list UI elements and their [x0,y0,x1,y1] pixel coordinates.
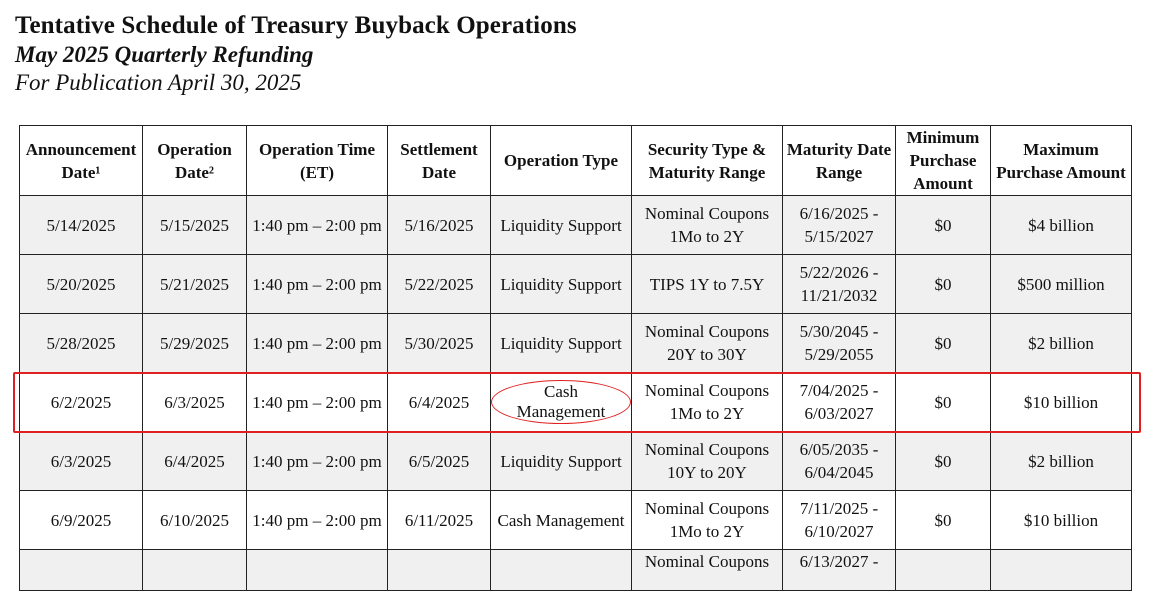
table-cell: 6/4/2025 [387,372,491,432]
table-cell: 7/04/2025 - 6/03/2027 [782,372,896,432]
table-row: 6/3/2025 6/4/2025 1:40 pm – 2:00 pm 6/5/… [19,431,1132,491]
table-cell: $2 billion [990,431,1132,491]
table-row-highlighted: 6/2/2025 6/3/2025 1:40 pm – 2:00 pm 6/4/… [19,372,1132,432]
table-cell [490,549,632,591]
table-row: 5/28/2025 5/29/2025 1:40 pm – 2:00 pm 5/… [19,313,1132,373]
header-operation-time: Operation Time (ET) [246,125,388,196]
table-row: 5/14/2025 5/15/2025 1:40 pm – 2:00 pm 5/… [19,195,1132,255]
table-cell [142,549,247,591]
table-cell: 6/16/2025 - 5/15/2027 [782,195,896,255]
table-cell: Nominal Coupons [631,549,783,591]
table-cell: Liquidity Support [490,195,632,255]
table-cell: 5/16/2025 [387,195,491,255]
table-cell: 6/3/2025 [19,431,143,491]
table-cell: 5/21/2025 [142,254,247,314]
table-cell: Cash Management [490,372,632,432]
table-cell: $0 [895,431,991,491]
table-cell [895,549,991,591]
table-cell: 5/22/2026 - 11/21/2032 [782,254,896,314]
table-row: 5/20/2025 5/21/2025 1:40 pm – 2:00 pm 5/… [19,254,1132,314]
table-cell: TIPS 1Y to 7.5Y [631,254,783,314]
table-cell: Nominal Coupons 10Y to 20Y [631,431,783,491]
page-subtitle: May 2025 Quarterly Refunding [15,42,314,67]
table-cell: $0 [895,372,991,432]
header-minimum-purchase: Minimum Purchase Amount [895,125,991,196]
table-cell: 6/2/2025 [19,372,143,432]
table-cell: 5/30/2045 - 5/29/2055 [782,313,896,373]
table-cell: 1:40 pm – 2:00 pm [246,372,388,432]
table-cell: 6/13/2027 - [782,549,896,591]
table-cell: 5/15/2025 [142,195,247,255]
table-cell: $0 [895,490,991,550]
table-cell [387,549,491,591]
table-cell: Cash Management [490,490,632,550]
header-operation-date: Operation Date² [142,125,247,196]
table-row: 6/9/2025 6/10/2025 1:40 pm – 2:00 pm 6/1… [19,490,1132,550]
table-cell: $0 [895,254,991,314]
table-cell: $500 million [990,254,1132,314]
table-cell [19,549,143,591]
table-cell: 6/9/2025 [19,490,143,550]
table-cell: 5/30/2025 [387,313,491,373]
table-cell: 1:40 pm – 2:00 pm [246,254,388,314]
table-cell: 6/10/2025 [142,490,247,550]
table-cell: 6/05/2035 - 6/04/2045 [782,431,896,491]
header-maturity-date-range: Maturity Date Range [782,125,896,196]
table-cell: $0 [895,313,991,373]
table-cell: Nominal Coupons 20Y to 30Y [631,313,783,373]
table-cell: 7/11/2025 - 6/10/2027 [782,490,896,550]
table-cell: Nominal Coupons 1Mo to 2Y [631,490,783,550]
header-announcement-date: Announcement Date¹ [19,125,143,196]
table-cell: $10 billion [990,372,1132,432]
table-cell: 1:40 pm – 2:00 pm [246,490,388,550]
table-cell: Nominal Coupons 1Mo to 2Y [631,372,783,432]
circled-operation-type: Cash Management [491,380,631,424]
page-title: Tentative Schedule of Treasury Buyback O… [15,12,577,39]
table-cell [990,549,1132,591]
table-cell: 6/11/2025 [387,490,491,550]
header-settlement-date: Settlement Date [387,125,491,196]
buyback-schedule-table: Announcement Date¹ Operation Date² Opera… [19,125,1132,591]
header-maximum-purchase: Maximum Purchase Amount [990,125,1132,196]
table-cell: Nominal Coupons 1Mo to 2Y [631,195,783,255]
table-cell: 1:40 pm – 2:00 pm [246,195,388,255]
table-cell: 5/29/2025 [142,313,247,373]
table-cell: 1:40 pm – 2:00 pm [246,431,388,491]
table-row-partial: Nominal Coupons 6/13/2027 - [19,549,1132,591]
table-cell: 5/28/2025 [19,313,143,373]
table-header-row: Announcement Date¹ Operation Date² Opera… [19,125,1132,196]
table-cell: 6/5/2025 [387,431,491,491]
header-operation-type: Operation Type [490,125,632,196]
header-security-type: Security Type & Maturity Range [631,125,783,196]
table-cell: Liquidity Support [490,431,632,491]
table-cell: Liquidity Support [490,313,632,373]
table-cell: 5/14/2025 [19,195,143,255]
table-cell: Liquidity Support [490,254,632,314]
table-cell: 5/20/2025 [19,254,143,314]
table-cell: $10 billion [990,490,1132,550]
table-cell: $0 [895,195,991,255]
publication-date: For Publication April 30, 2025 [15,70,302,95]
table-cell: 6/4/2025 [142,431,247,491]
table-cell: $2 billion [990,313,1132,373]
table-cell [246,549,388,591]
table-cell: 1:40 pm – 2:00 pm [246,313,388,373]
table-cell: $4 billion [990,195,1132,255]
table-cell: 6/3/2025 [142,372,247,432]
table-cell: 5/22/2025 [387,254,491,314]
